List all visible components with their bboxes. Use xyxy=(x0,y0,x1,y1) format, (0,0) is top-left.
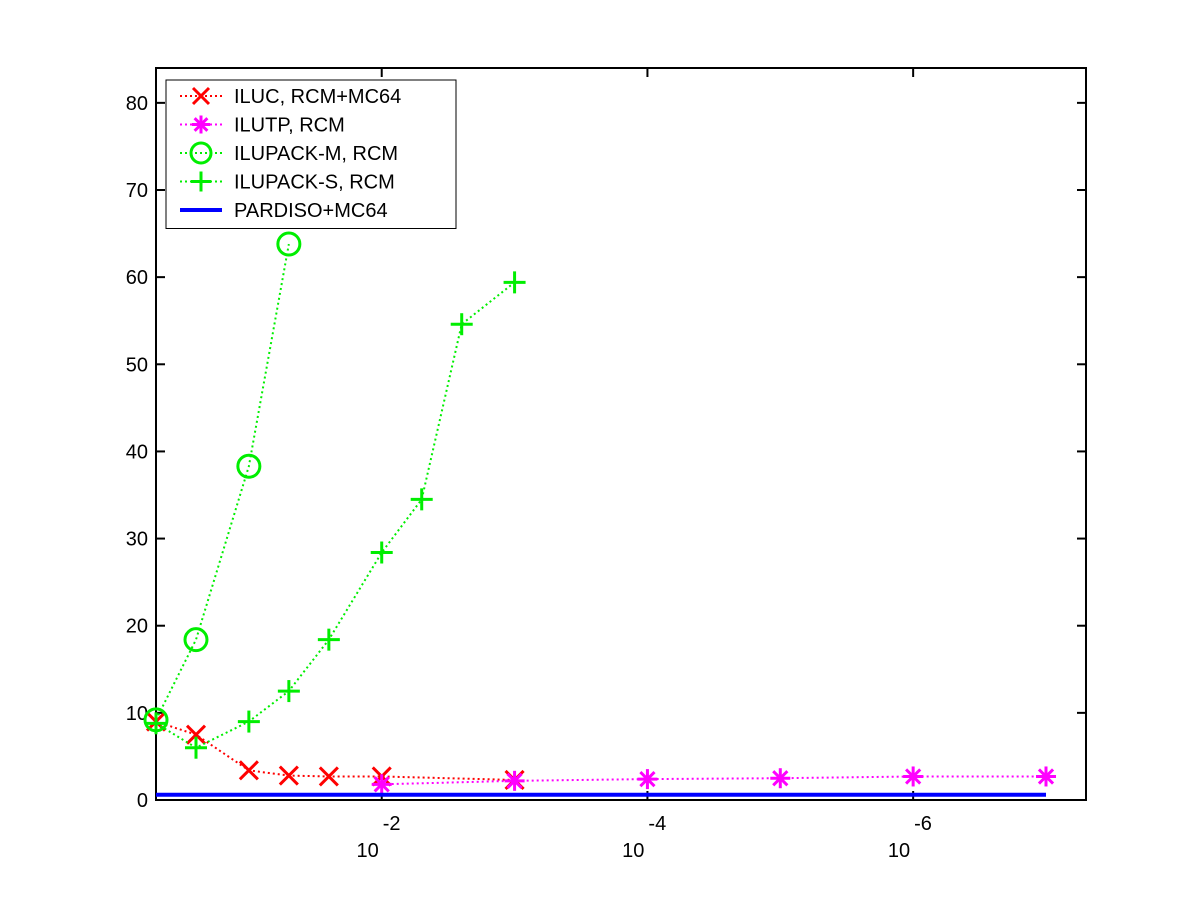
x-tick-label-base: 10 xyxy=(622,840,644,862)
y-tick-label: 30 xyxy=(126,529,148,551)
marker-stroke xyxy=(193,117,209,132)
data-point xyxy=(770,768,791,789)
y-tick-label: 0 xyxy=(137,790,148,812)
marker-stroke xyxy=(1037,768,1055,785)
legend-label: ILUTP, RCM xyxy=(234,115,345,137)
data-point xyxy=(370,541,393,564)
legend-marker xyxy=(191,86,211,106)
legend-entry: ILUPACK-S, RCM xyxy=(180,171,395,194)
marker-stroke xyxy=(772,770,789,787)
x-tick-label-exponent: -2 xyxy=(383,813,401,835)
data-point xyxy=(410,488,433,511)
legend-label: ILUC, RCM+MC64 xyxy=(234,86,401,108)
data-point xyxy=(903,766,924,787)
x-tick-label-base: 10 xyxy=(356,840,378,862)
data-point xyxy=(277,680,300,703)
series-line xyxy=(155,243,290,721)
legend-entry: ILUC, RCM+MC64 xyxy=(180,86,401,108)
marker-stroke xyxy=(185,724,207,745)
marker-stroke xyxy=(318,766,339,787)
data-point xyxy=(503,271,526,294)
y-tick-label: 50 xyxy=(126,354,148,376)
data-point xyxy=(238,760,259,781)
y-tick-label: 60 xyxy=(126,267,148,289)
x-tick-label-base: 10 xyxy=(888,840,910,862)
y-tick-label: 40 xyxy=(126,441,148,463)
marker-stroke xyxy=(191,86,211,106)
data-point xyxy=(145,712,167,735)
x-tick-label-exponent: -4 xyxy=(648,813,666,835)
y-tick-label: 70 xyxy=(126,180,148,202)
data-point xyxy=(185,724,207,745)
series-1 xyxy=(371,766,1057,795)
data-point xyxy=(236,453,262,479)
legend-entry: PARDISO+MC64 xyxy=(180,200,388,222)
marker-stroke xyxy=(506,772,523,789)
data-point xyxy=(504,770,525,791)
legend-label: ILUPACK-M, RCM xyxy=(234,143,398,165)
data-point xyxy=(317,628,340,651)
x-tick-label-exponent: -6 xyxy=(914,813,932,835)
data-point xyxy=(450,313,473,336)
y-axis: 0 10 20 30 40 50 60 70 80 xyxy=(126,93,1086,812)
data-point xyxy=(371,774,392,795)
marker-stroke xyxy=(905,768,922,785)
data-point xyxy=(183,627,209,653)
legend-label: ILUPACK-S, RCM xyxy=(234,172,395,194)
y-tick-label: 20 xyxy=(126,616,148,638)
data-point xyxy=(276,231,302,257)
data-point xyxy=(237,710,260,733)
y-tick-label: 80 xyxy=(126,93,148,115)
x-axis: 10-210-410-6 xyxy=(356,68,932,862)
legend-entry: ILUPACK-M, RCM xyxy=(180,141,398,165)
data-point xyxy=(184,736,207,759)
y-tick-label: 10 xyxy=(126,703,148,725)
marker-stroke xyxy=(278,765,299,786)
legend-marker xyxy=(189,141,213,165)
series-3 xyxy=(145,271,526,759)
data-point xyxy=(1036,766,1057,787)
data-point xyxy=(318,766,339,787)
legend-label: PARDISO+MC64 xyxy=(234,200,388,222)
marker-stroke xyxy=(639,770,656,788)
data-point xyxy=(278,765,299,786)
data-point xyxy=(637,769,658,790)
series-layer xyxy=(143,231,1057,797)
marker-stroke xyxy=(373,776,390,793)
legend-marker xyxy=(192,115,210,134)
legend-marker xyxy=(191,171,211,192)
legend-entry: ILUTP, RCM xyxy=(180,115,345,137)
legend: ILUC, RCM+MC64 ILUTP, RCM ILUPACK-M, RCM IL… xyxy=(165,79,457,229)
marker-stroke xyxy=(238,760,259,781)
legend-box xyxy=(165,79,457,229)
series-line xyxy=(381,775,1047,786)
